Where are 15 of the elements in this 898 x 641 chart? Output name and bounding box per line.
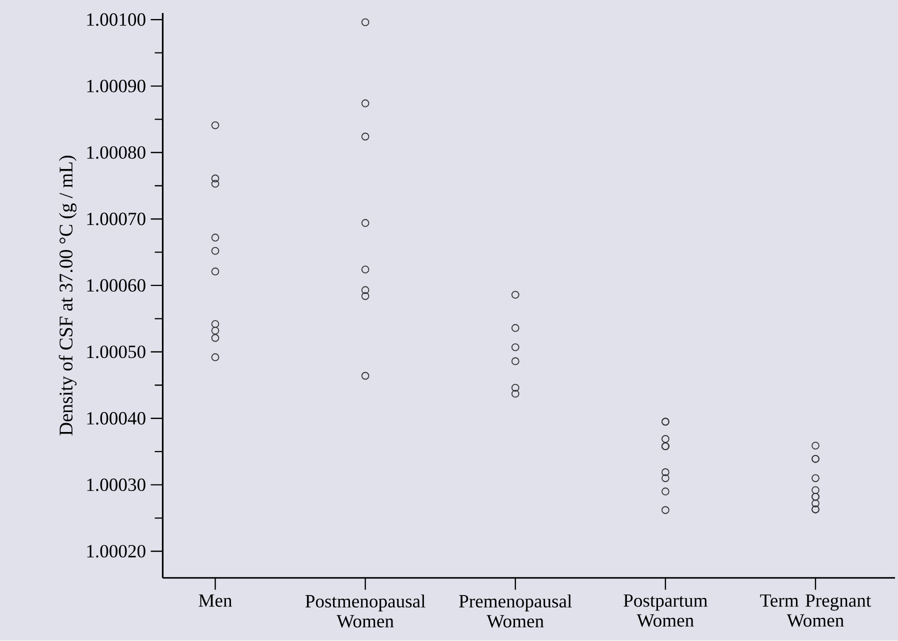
- y-tick-label: 1.00090: [87, 80, 146, 93]
- y-tick-label: 1.00040: [87, 412, 146, 425]
- y-tick-label: 1.00100: [87, 13, 146, 26]
- y-axis-title: Density of CSF at 37.00 °C (g / mL): [58, 156, 77, 436]
- y-tick-label: 1.00080: [87, 146, 146, 160]
- y-tick-label: 1.00060: [87, 279, 146, 292]
- x-tick-label: Postmenopausal Women: [305, 594, 426, 628]
- y-tick-label: 1.00020: [87, 545, 146, 558]
- x-tick-label: Postpartum Women: [624, 594, 708, 628]
- y-tick-label: 1.00050: [87, 346, 146, 358]
- x-tick-label: Term Pregnant Women: [760, 594, 872, 628]
- y-tick-label: 1.00030: [87, 478, 146, 492]
- x-tick-label: Premenopausal Women: [459, 594, 572, 628]
- y-tick-label: 1.00070: [87, 212, 146, 226]
- x-tick-label: Men: [198, 594, 232, 608]
